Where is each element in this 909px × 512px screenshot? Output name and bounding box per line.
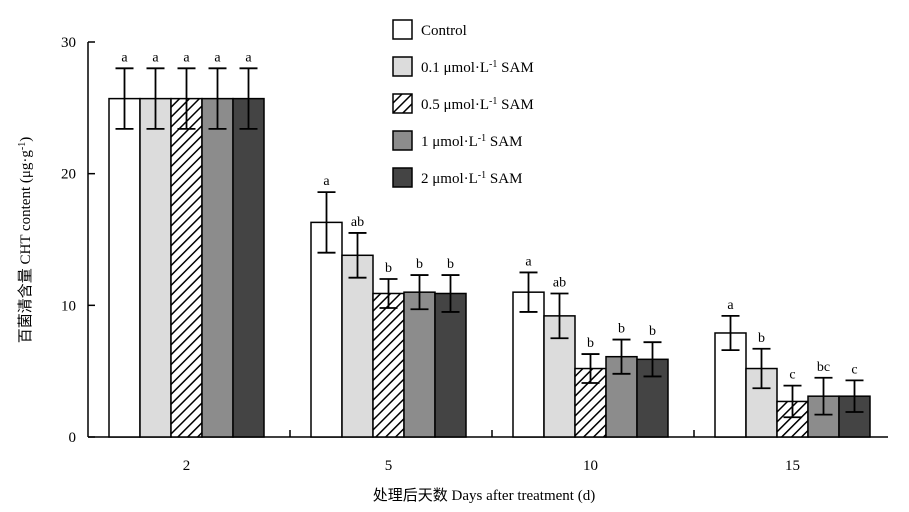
y-tick-label-2: 20 [61, 167, 76, 183]
legend-label-main-4: 2 μmol·L [421, 171, 478, 187]
y-axis-title-end: ) [18, 137, 34, 142]
legend-label-main-0: Control [421, 23, 467, 39]
significance-label-2-3: c [789, 368, 795, 383]
legend-label-end-1: SAM [497, 60, 533, 76]
legend-label-3: 1 μmol·L-1 SAM [421, 133, 522, 151]
bar-3-0 [201, 97, 234, 438]
y-axis-title-superscript: -1 [17, 142, 28, 150]
x-tick-label-15: 15 [785, 458, 800, 474]
x-tick-label-10: 10 [583, 458, 598, 474]
legend-swatch-1 [392, 56, 413, 77]
legend-label-superscript-2: -1 [489, 96, 497, 107]
y-tick-label-1: 10 [61, 298, 76, 314]
significance-label-1-0: a [152, 50, 159, 65]
legend-label-superscript-1: -1 [489, 59, 497, 70]
significance-label-0-1: a [323, 174, 330, 189]
significance-label-1-2: ab [553, 275, 566, 290]
significance-label-3-2: b [618, 322, 625, 337]
y-axis-title: 百菌清含量 CHT content (μg·g-1) [17, 137, 35, 344]
legend-label-1: 0.1 μmol·L-1 SAM [421, 59, 534, 77]
x-tick-label-2: 2 [183, 458, 191, 474]
legend-label-superscript-3: -1 [478, 133, 486, 144]
legend-label-end-3: SAM [486, 134, 522, 150]
significance-label-2-1: b [385, 261, 392, 276]
legend-label-end-4: SAM [486, 171, 522, 187]
legend-label-main-1: 0.1 μmol·L [421, 60, 489, 76]
significance-label-2-0: a [183, 50, 190, 65]
significance-label-3-3: bc [817, 360, 830, 375]
bar-1-1 [341, 254, 374, 438]
significance-label-1-1: ab [351, 215, 364, 230]
bar-4-1 [434, 292, 467, 438]
x-tick-label-5: 5 [385, 458, 393, 474]
legend-label-2: 0.5 μmol·L-1 SAM [421, 96, 534, 114]
legend-swatch-2 [392, 93, 413, 114]
bar-3-1 [403, 291, 436, 438]
bar-0-1 [310, 221, 343, 438]
significance-label-3-1: b [416, 257, 423, 272]
significance-label-2-2: b [587, 336, 594, 351]
significance-label-3-0: a [214, 50, 221, 65]
significance-label-4-0: a [245, 50, 252, 65]
bar-2-1 [372, 292, 405, 438]
bar-1-0 [139, 97, 172, 438]
y-tick-label-3: 30 [61, 35, 76, 51]
legend-swatch-3 [392, 130, 413, 151]
bar-4-0 [232, 97, 265, 438]
legend-label-4: 2 μmol·L-1 SAM [421, 170, 522, 188]
significance-label-0-2: a [525, 254, 532, 269]
legend-swatch-0 [392, 19, 413, 40]
significance-label-0-3: a [727, 298, 734, 313]
significance-label-4-2: b [649, 324, 656, 339]
significance-label-4-3: c [851, 362, 857, 377]
significance-label-4-1: b [447, 257, 454, 272]
legend-label-0: Control [421, 23, 467, 39]
y-tick-label-0: 0 [69, 430, 77, 446]
bar-0-0 [108, 97, 141, 438]
legend-swatch-4 [392, 167, 413, 188]
bar-2-0 [170, 97, 203, 438]
significance-label-0-0: a [121, 50, 128, 65]
legend-label-superscript-4: -1 [478, 170, 486, 181]
legend-label-main-3: 1 μmol·L [421, 134, 478, 150]
bar-0-2 [512, 291, 545, 438]
bar-1-3 [745, 367, 778, 438]
y-axis-title-main: 百菌清含量 CHT content (μg·g [17, 150, 34, 344]
significance-label-1-3: b [758, 331, 765, 346]
legend-label-end-2: SAM [497, 97, 533, 113]
legend-label-main-2: 0.5 μmol·L [421, 97, 489, 113]
x-axis-title: 处理后天数 Days after treatment (d) [373, 487, 595, 504]
